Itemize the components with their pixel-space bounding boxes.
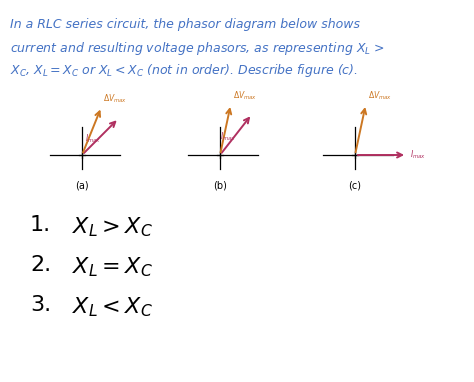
Text: (a): (a) [75, 181, 89, 191]
Text: $X_L < X_C$: $X_L < X_C$ [72, 295, 153, 319]
Text: $I_{max}$: $I_{max}$ [220, 130, 237, 143]
Text: $I_{max}$: $I_{max}$ [410, 149, 426, 161]
Text: $X_L = X_C$: $X_L = X_C$ [72, 255, 153, 278]
Text: 1.: 1. [30, 215, 51, 235]
Text: (b): (b) [213, 181, 227, 191]
Text: 2.: 2. [30, 255, 51, 275]
Text: $\Delta V_{max}$: $\Delta V_{max}$ [368, 90, 392, 102]
Text: $I_{max}$: $I_{max}$ [84, 132, 100, 145]
Text: 3.: 3. [30, 295, 51, 315]
Text: $X_L > X_C$: $X_L > X_C$ [72, 215, 153, 239]
Text: $X_C$, $X_L = X_C$ or $X_L < X_C$ (not in order). Describe figure (c).: $X_C$, $X_L = X_C$ or $X_L < X_C$ (not i… [10, 62, 358, 79]
Text: $\Delta V_{max}$: $\Delta V_{max}$ [233, 90, 257, 102]
Text: (c): (c) [348, 181, 362, 191]
Text: In a RLC series circuit, the phasor diagram below shows: In a RLC series circuit, the phasor diag… [10, 18, 360, 31]
Text: $\Delta V_{max}$: $\Delta V_{max}$ [103, 92, 128, 105]
Text: current and resulting voltage phasors, as representing $X_L$ >: current and resulting voltage phasors, a… [10, 40, 385, 57]
